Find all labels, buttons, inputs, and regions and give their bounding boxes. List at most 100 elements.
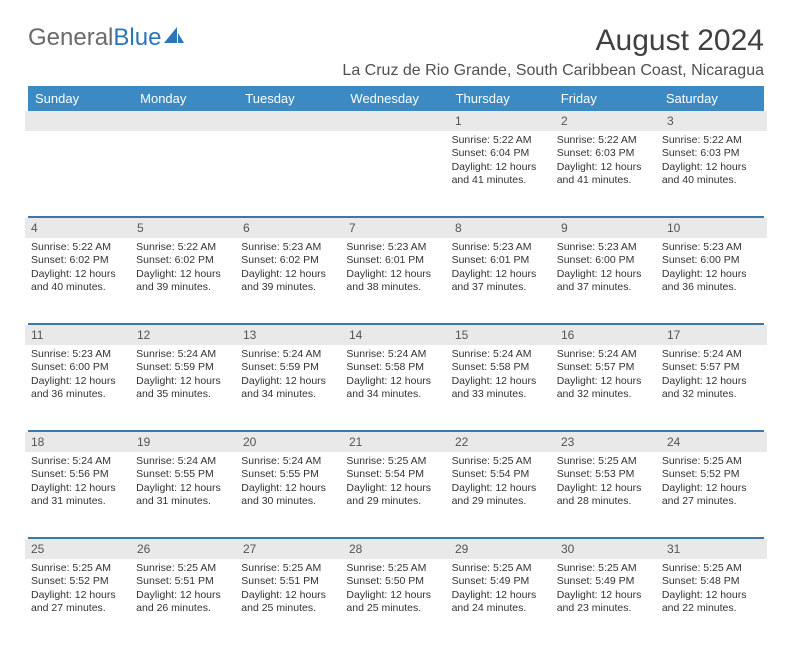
- day-number: 6: [237, 218, 343, 238]
- daylight-line: Daylight: 12 hours and 27 minutes.: [662, 482, 761, 509]
- daylight-line: Daylight: 12 hours and 32 minutes.: [557, 375, 656, 402]
- daylight-line: Daylight: 12 hours and 41 minutes.: [452, 161, 551, 188]
- day-number: 3: [661, 111, 767, 131]
- day-cell: Sunrise: 5:24 AMSunset: 5:59 PMDaylight:…: [133, 348, 238, 430]
- sunset-line: Sunset: 5:55 PM: [136, 468, 235, 481]
- sunset-line: Sunset: 5:54 PM: [452, 468, 551, 481]
- day-cell: Sunrise: 5:23 AMSunset: 6:00 PMDaylight:…: [554, 241, 659, 323]
- brand-logo: GeneralBlue: [28, 24, 186, 52]
- weekday-header: Friday: [554, 86, 659, 111]
- daylight-line: Daylight: 12 hours and 40 minutes.: [31, 268, 130, 295]
- day-number: 28: [343, 539, 449, 559]
- day-number: [25, 111, 131, 131]
- sunset-line: Sunset: 5:48 PM: [662, 575, 761, 588]
- sunrise-line: Sunrise: 5:25 AM: [346, 455, 445, 468]
- sunrise-line: Sunrise: 5:22 AM: [136, 241, 235, 254]
- sunrise-line: Sunrise: 5:23 AM: [346, 241, 445, 254]
- location-subtitle: La Cruz de Rio Grande, South Caribbean C…: [342, 62, 764, 80]
- day-cell: Sunrise: 5:23 AMSunset: 6:01 PMDaylight:…: [343, 241, 448, 323]
- day-number: [237, 111, 343, 131]
- day-cell: Sunrise: 5:24 AMSunset: 5:59 PMDaylight:…: [238, 348, 343, 430]
- weekday-header: Monday: [133, 86, 238, 111]
- day-number: 8: [449, 218, 555, 238]
- sunrise-line: Sunrise: 5:25 AM: [241, 562, 340, 575]
- day-cell: Sunrise: 5:25 AMSunset: 5:48 PMDaylight:…: [659, 562, 764, 644]
- weekday-header: Tuesday: [238, 86, 343, 111]
- sunrise-line: Sunrise: 5:24 AM: [136, 455, 235, 468]
- day-cell: Sunrise: 5:23 AMSunset: 6:00 PMDaylight:…: [659, 241, 764, 323]
- day-number: 1: [449, 111, 555, 131]
- day-number: 17: [661, 325, 767, 345]
- day-cell: Sunrise: 5:25 AMSunset: 5:54 PMDaylight:…: [343, 455, 448, 537]
- day-number: 18: [25, 432, 131, 452]
- sunrise-line: Sunrise: 5:22 AM: [31, 241, 130, 254]
- day-number: 23: [555, 432, 661, 452]
- day-number: 11: [25, 325, 131, 345]
- sunset-line: Sunset: 5:49 PM: [557, 575, 656, 588]
- day-number: 14: [343, 325, 449, 345]
- sunset-line: Sunset: 5:57 PM: [662, 361, 761, 374]
- logo-sail-icon: [164, 27, 186, 45]
- sunset-line: Sunset: 6:01 PM: [452, 254, 551, 267]
- sunset-line: Sunset: 6:00 PM: [662, 254, 761, 267]
- daylight-line: Daylight: 12 hours and 38 minutes.: [346, 268, 445, 295]
- sunset-line: Sunset: 6:03 PM: [557, 147, 656, 160]
- day-number: 22: [449, 432, 555, 452]
- daylight-line: Daylight: 12 hours and 31 minutes.: [136, 482, 235, 509]
- daylight-line: Daylight: 12 hours and 32 minutes.: [662, 375, 761, 402]
- sunrise-line: Sunrise: 5:23 AM: [662, 241, 761, 254]
- day-number: 21: [343, 432, 449, 452]
- day-cell: Sunrise: 5:25 AMSunset: 5:49 PMDaylight:…: [554, 562, 659, 644]
- week-row: 11121314151617 Sunrise: 5:23 AMSunset: 6:…: [28, 325, 764, 432]
- weeks-container: 123Sunrise: 5:22 AMSunset: 6:04 PMDaylig…: [28, 111, 764, 644]
- day-cell: Sunrise: 5:23 AMSunset: 6:00 PMDaylight:…: [28, 348, 133, 430]
- sunrise-line: Sunrise: 5:25 AM: [557, 562, 656, 575]
- day-cell: Sunrise: 5:25 AMSunset: 5:52 PMDaylight:…: [659, 455, 764, 537]
- sunset-line: Sunset: 6:02 PM: [31, 254, 130, 267]
- sunset-line: Sunset: 5:52 PM: [31, 575, 130, 588]
- daylight-line: Daylight: 12 hours and 37 minutes.: [452, 268, 551, 295]
- day-cell: [238, 134, 343, 216]
- daylight-line: Daylight: 12 hours and 31 minutes.: [31, 482, 130, 509]
- day-number: 31: [661, 539, 767, 559]
- week-body: Sunrise: 5:22 AMSunset: 6:02 PMDaylight:…: [28, 241, 764, 323]
- sunrise-line: Sunrise: 5:25 AM: [662, 455, 761, 468]
- sunrise-line: Sunrise: 5:24 AM: [241, 348, 340, 361]
- day-cell: Sunrise: 5:22 AMSunset: 6:02 PMDaylight:…: [28, 241, 133, 323]
- day-cell: Sunrise: 5:25 AMSunset: 5:53 PMDaylight:…: [554, 455, 659, 537]
- day-cell: Sunrise: 5:24 AMSunset: 5:55 PMDaylight:…: [133, 455, 238, 537]
- week-row: 18192021222324Sunrise: 5:24 AMSunset: 5:…: [28, 432, 764, 539]
- day-cell: Sunrise: 5:25 AMSunset: 5:52 PMDaylight:…: [28, 562, 133, 644]
- daynum-band: 11121314151617: [25, 325, 767, 345]
- day-number: [343, 111, 449, 131]
- day-number: 12: [131, 325, 237, 345]
- sunrise-line: Sunrise: 5:24 AM: [136, 348, 235, 361]
- sunset-line: Sunset: 6:04 PM: [452, 147, 551, 160]
- title-block: August 2024 La Cruz de Rio Grande, South…: [342, 24, 764, 80]
- sunset-line: Sunset: 5:51 PM: [136, 575, 235, 588]
- sunrise-line: Sunrise: 5:25 AM: [662, 562, 761, 575]
- daylight-line: Daylight: 12 hours and 33 minutes.: [452, 375, 551, 402]
- weekday-header: Saturday: [659, 86, 764, 111]
- daynum-band: 18192021222324: [25, 432, 767, 452]
- brand-part2: Blue: [113, 24, 161, 52]
- day-cell: Sunrise: 5:24 AMSunset: 5:56 PMDaylight:…: [28, 455, 133, 537]
- calendar-grid: SundayMondayTuesdayWednesdayThursdayFrid…: [28, 86, 764, 644]
- sunrise-line: Sunrise: 5:24 AM: [241, 455, 340, 468]
- day-cell: Sunrise: 5:24 AMSunset: 5:58 PMDaylight:…: [343, 348, 448, 430]
- sunset-line: Sunset: 5:59 PM: [136, 361, 235, 374]
- sunrise-line: Sunrise: 5:25 AM: [452, 562, 551, 575]
- sunrise-line: Sunrise: 5:24 AM: [557, 348, 656, 361]
- day-cell: [28, 134, 133, 216]
- daylight-line: Daylight: 12 hours and 39 minutes.: [241, 268, 340, 295]
- day-number: [131, 111, 237, 131]
- week-body: Sunrise: 5:25 AMSunset: 5:52 PMDaylight:…: [28, 562, 764, 644]
- daynum-band: 123: [25, 111, 767, 131]
- sunrise-line: Sunrise: 5:24 AM: [662, 348, 761, 361]
- daynum-band: 25262728293031: [25, 539, 767, 559]
- daylight-line: Daylight: 12 hours and 41 minutes.: [557, 161, 656, 188]
- daylight-line: Daylight: 12 hours and 34 minutes.: [346, 375, 445, 402]
- sunset-line: Sunset: 6:01 PM: [346, 254, 445, 267]
- sunrise-line: Sunrise: 5:23 AM: [31, 348, 130, 361]
- day-number: 19: [131, 432, 237, 452]
